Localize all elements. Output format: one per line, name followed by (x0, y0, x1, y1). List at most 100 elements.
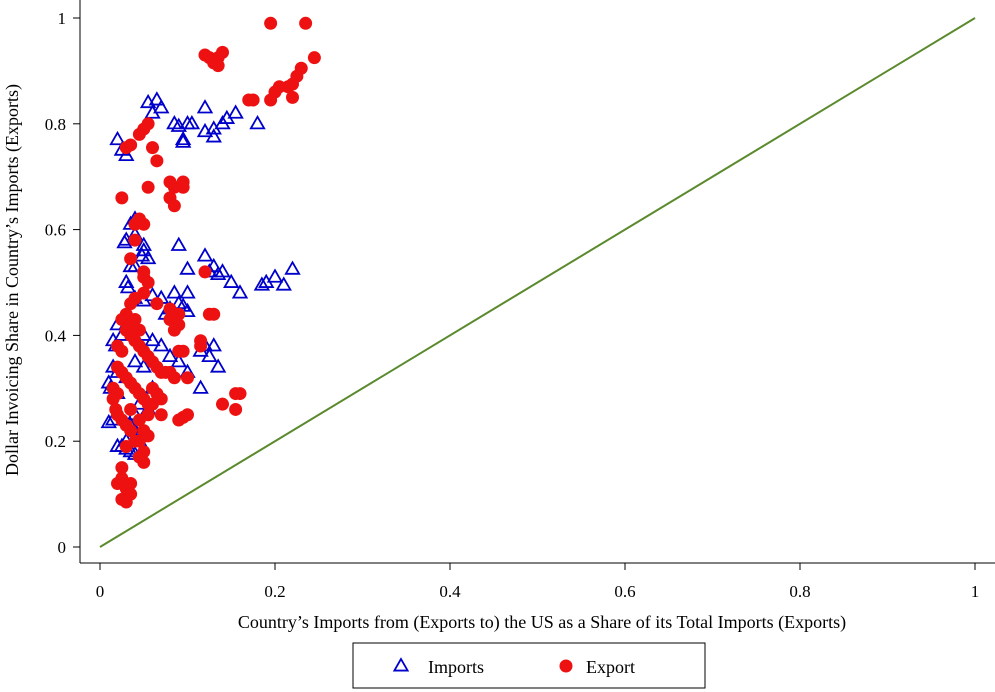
x-axis-title: Country’s Imports from (Exports to) the … (238, 612, 846, 633)
x-tick-label: 0.6 (614, 582, 635, 601)
y-tick-label: 1 (58, 9, 67, 28)
export-point (115, 344, 129, 358)
imports-point (148, 91, 166, 106)
export-point (154, 392, 168, 406)
export-point (264, 16, 278, 30)
imports-point (227, 104, 244, 119)
imports-point (144, 331, 161, 347)
export-point (141, 276, 155, 289)
imports-point (205, 128, 222, 143)
export-point (124, 424, 138, 438)
imports-point (122, 257, 139, 273)
export-point (229, 387, 243, 401)
export-point (150, 154, 164, 168)
x-tick-label: 0 (96, 582, 105, 601)
imports-point (196, 247, 214, 262)
export-point (115, 191, 129, 205)
export-point (194, 339, 208, 353)
imports-point (139, 249, 157, 265)
imports-point (170, 353, 187, 368)
export-point (119, 141, 133, 155)
export-point (207, 307, 221, 321)
export-point (141, 408, 155, 422)
imports-point (275, 276, 292, 291)
imports-point (119, 278, 137, 294)
imports-point (205, 257, 222, 273)
imports-point (174, 133, 192, 148)
y-axis-ticks: 0 0.2 0.4 0.6 0.8 1 (45, 9, 80, 557)
export-point (124, 487, 138, 501)
export-point (124, 477, 138, 491)
imports-point (109, 130, 126, 146)
export-point (128, 233, 142, 247)
export-point (124, 402, 138, 416)
imports-point (179, 260, 196, 275)
export-point (119, 439, 133, 453)
imports-point (126, 353, 144, 368)
export-point (146, 141, 159, 155)
imports-point (209, 265, 227, 281)
imports-point (118, 146, 135, 161)
export-point (132, 127, 146, 141)
y-tick-label: 0.8 (45, 115, 66, 134)
imports-point (153, 99, 170, 114)
export-series (106, 16, 321, 509)
reference-45-degree-line (99, 17, 976, 548)
export-point (137, 217, 151, 231)
export-point (115, 461, 129, 475)
imports-point (179, 284, 196, 299)
export-point (216, 45, 229, 59)
imports-point (249, 114, 266, 130)
export-point (141, 180, 155, 194)
y-tick-label: 0 (58, 538, 67, 557)
x-tick-label: 0.8 (789, 582, 810, 601)
export-point (167, 371, 181, 385)
imports-point (135, 236, 152, 251)
export-point (176, 175, 190, 189)
imports-point (253, 276, 271, 291)
x-axis-ticks: 0 0.2 0.4 0.6 0.8 1 (96, 563, 979, 601)
export-point (286, 90, 299, 104)
x-tick-label: 0.4 (439, 582, 461, 601)
imports-point (231, 284, 249, 299)
imports-point (166, 284, 183, 299)
export-point (198, 265, 212, 279)
imports-point (196, 99, 214, 114)
export-point (264, 93, 278, 107)
export-point (146, 381, 159, 395)
export-point (299, 16, 313, 30)
export-point (124, 297, 138, 311)
export-point (229, 402, 243, 416)
export-point (150, 297, 164, 311)
imports-point (192, 379, 209, 394)
export-point (242, 93, 256, 107)
imports-point (266, 268, 284, 283)
imports-point (214, 263, 231, 278)
export-point (181, 371, 194, 385)
imports-point (179, 302, 196, 318)
legend-label-imports: Imports (428, 657, 484, 677)
y-axis-title: Dollar Invoicing Share in Country’s Impo… (2, 84, 23, 476)
imports-point (170, 236, 187, 251)
imports-point (183, 114, 201, 130)
imports-point (118, 273, 135, 288)
export-point (167, 199, 181, 213)
y-tick-label: 0.2 (45, 432, 66, 451)
imports-point (209, 358, 227, 373)
y-tick-label: 0.6 (45, 221, 66, 240)
export-point (124, 252, 138, 266)
legend: Imports Export (352, 642, 706, 689)
legend-marker-imports (392, 657, 410, 672)
export-point (176, 344, 190, 358)
export-point (128, 313, 142, 327)
imports-point (161, 347, 179, 363)
imports-point (223, 273, 240, 288)
imports-point (205, 337, 222, 352)
export-point (181, 408, 194, 422)
imports-point (153, 337, 170, 352)
export-point (216, 397, 229, 411)
imports-point (100, 413, 117, 429)
export-point (167, 323, 181, 337)
export-point (211, 59, 225, 73)
